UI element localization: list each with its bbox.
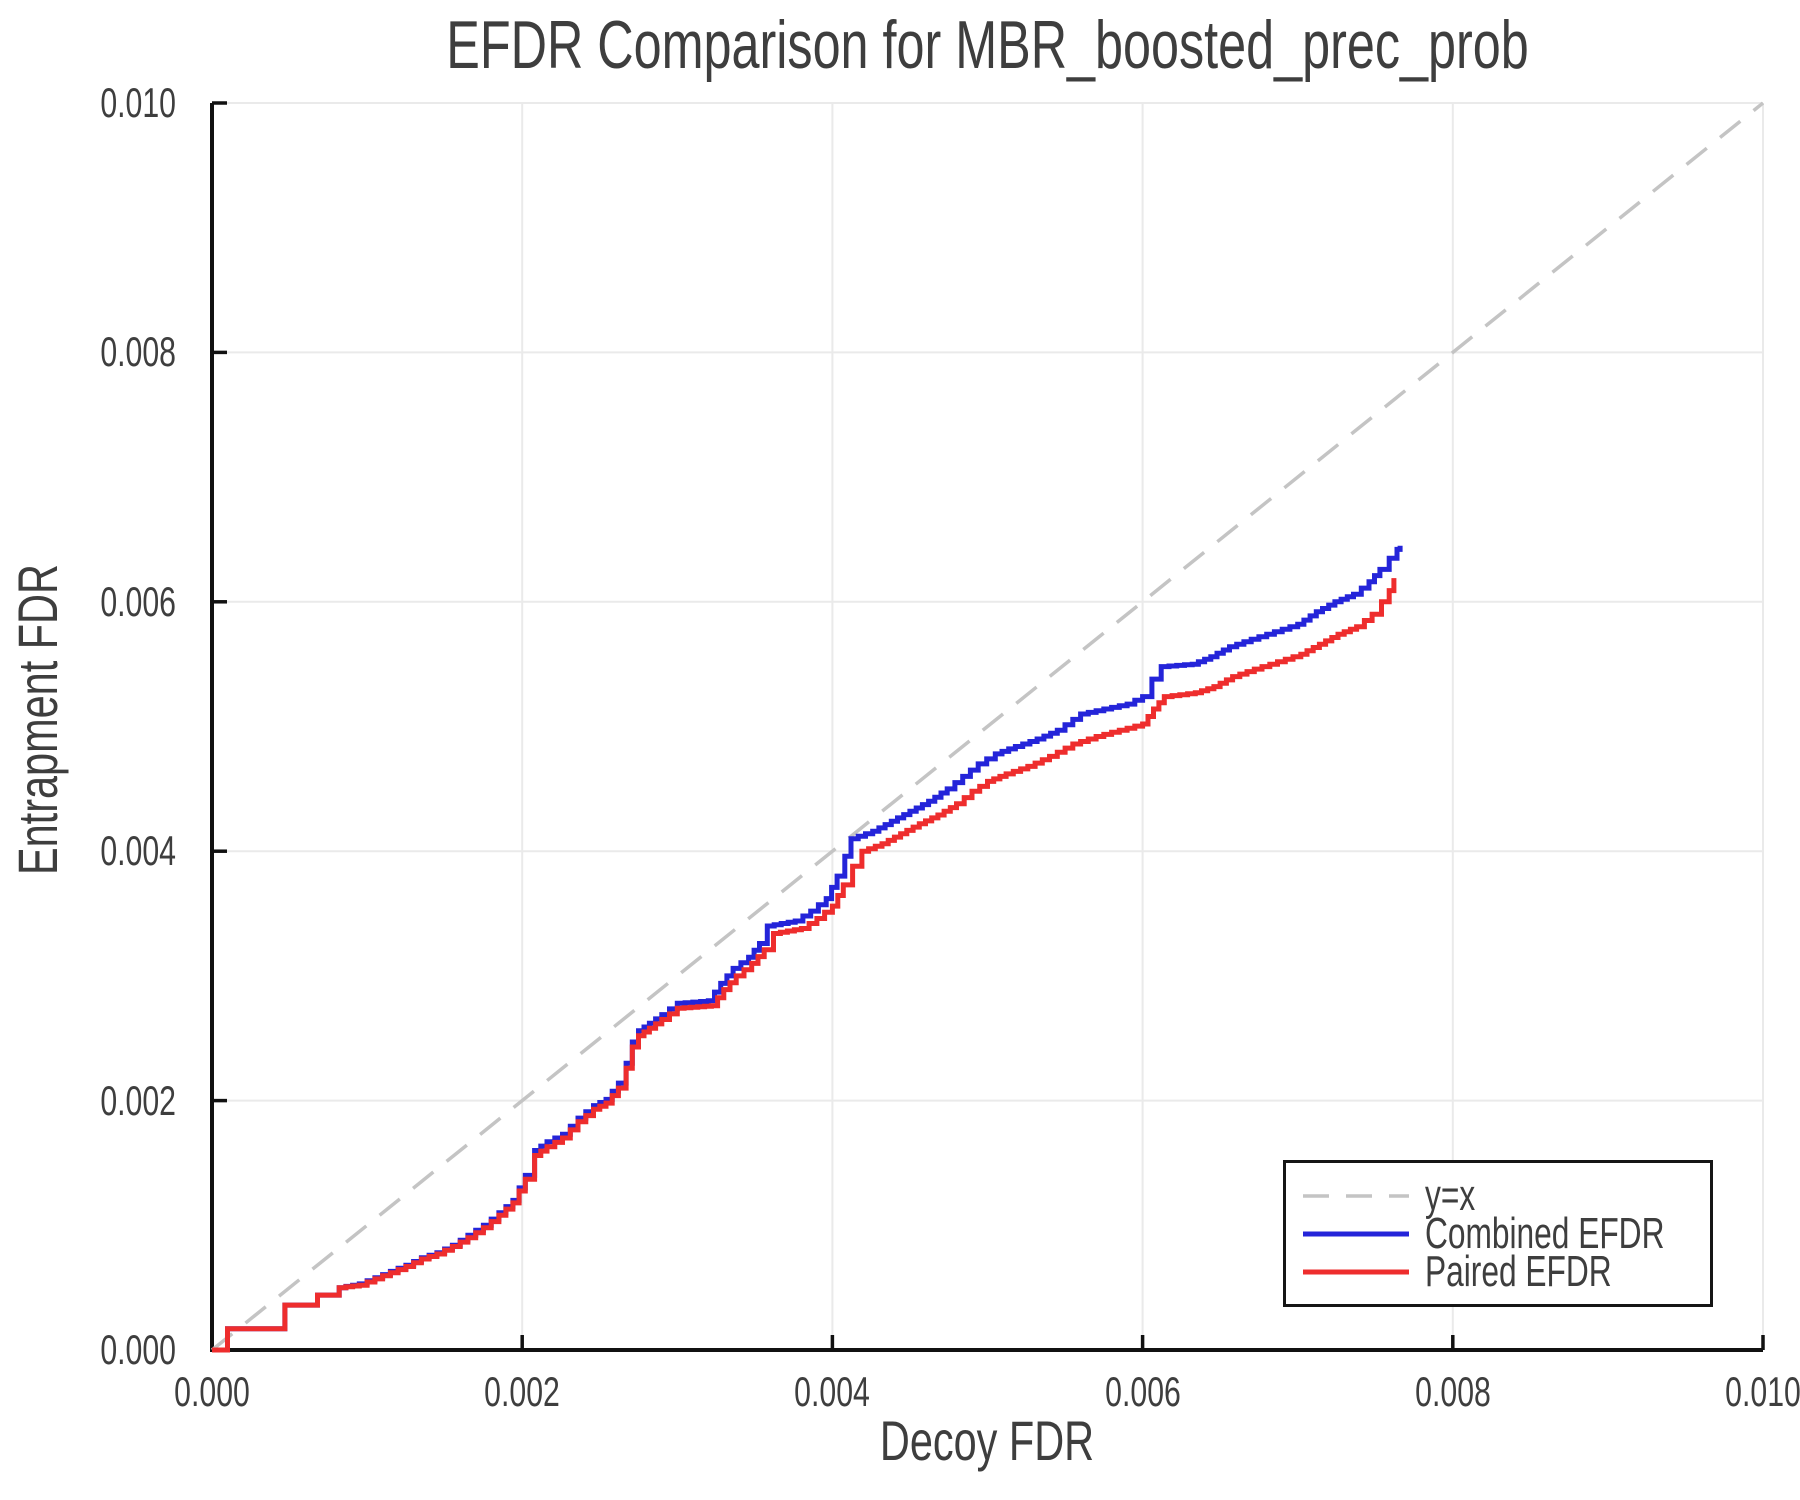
- legend-label: Paired EFDR: [1425, 1246, 1612, 1296]
- x-tick-label: 0.008: [1414, 1368, 1491, 1415]
- x-tick-label: 0.006: [1104, 1368, 1181, 1415]
- identity-line: [210, 101, 1765, 1352]
- y-tick-label: 0.006: [100, 577, 176, 625]
- paired-efdr-curve: [212, 578, 1397, 1353]
- legend-line-sample: [1303, 1231, 1409, 1236]
- x-tick-label: 0.004: [794, 1368, 871, 1415]
- legend-label: y=x: [1425, 1170, 1476, 1220]
- chart-title: EFDR Comparison for MBR_boosted_prec_pro…: [446, 7, 1529, 83]
- y-tick-label: 0.010: [100, 79, 176, 126]
- legend: y=x Combined EFDR Paired EFDR: [1283, 1160, 1713, 1307]
- legend-item-paired-efdr: Paired EFDR: [1301, 1246, 1710, 1296]
- legend-item-combined-efdr: Combined EFDR: [1301, 1208, 1710, 1258]
- x-tick-label: 0.000: [174, 1368, 250, 1415]
- x-axis-label: Decoy FDR: [879, 1409, 1095, 1472]
- legend-line-sample: [1303, 1193, 1409, 1198]
- y-tick-label: 0.004: [100, 827, 176, 875]
- y-tick-label: 0.002: [100, 1076, 176, 1124]
- x-tick-label: 0.002: [484, 1368, 561, 1415]
- y-tick-label: 0.008: [100, 328, 176, 376]
- y-tick-label: 0.000: [100, 1326, 176, 1373]
- legend-item-y-x: y=x: [1301, 1170, 1710, 1220]
- legend-line-sample: [1303, 1269, 1409, 1274]
- legend-label: Combined EFDR: [1425, 1208, 1665, 1258]
- combined-efdr-curve: [212, 545, 1403, 1353]
- x-tick-label: 0.010: [1725, 1368, 1800, 1415]
